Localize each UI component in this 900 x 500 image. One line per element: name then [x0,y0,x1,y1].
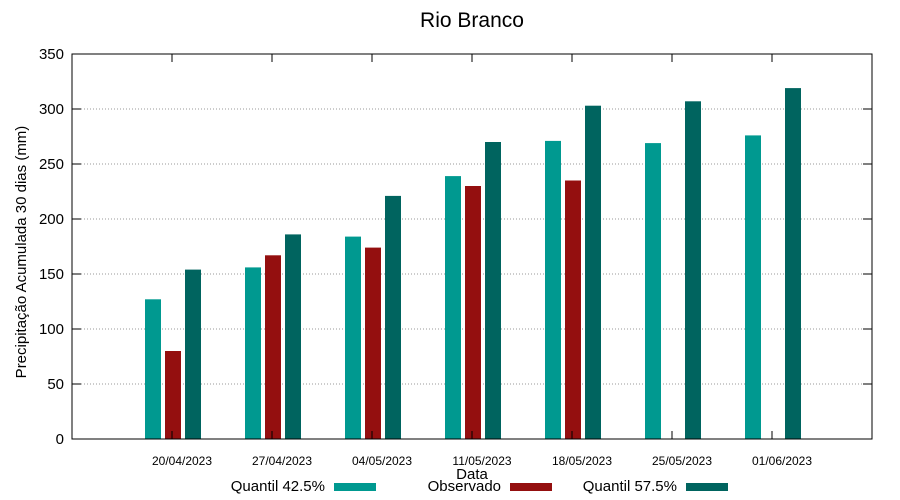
bar-quantil-57-5 [585,105,601,439]
x-tick-label: 18/05/2023 [552,454,612,468]
y-tick-label: 50 [47,376,64,393]
bar-quantil-42-5 [345,236,361,439]
ticks-layer: 0 50 100 150 200 250 300 350 20/04/2023 27/04/202… [39,46,872,468]
x-tick-label: 25/05/2023 [652,454,712,468]
legend-label: Quantil 57.5% [583,478,677,495]
x-axis-label: Data [456,466,488,483]
bar-quantil-42-5 [745,135,761,439]
bars-layer [145,88,801,440]
y-tick-label: 0 [56,431,64,448]
bar-observado [465,186,481,439]
bar-quantil-57-5 [685,101,701,440]
y-tick-label: 250 [39,156,64,173]
legend-swatch [686,483,728,491]
bar-quantil-57-5 [785,88,801,439]
chart-title: Rio Branco [420,9,524,32]
y-tick-label: 100 [39,321,64,338]
legend: Quantil 42.5% Observado Quantil 57.5% [231,478,728,495]
x-tick-label: 11/05/2023 [452,454,511,468]
y-tick-label: 300 [39,101,64,118]
x-tick-label: 20/04/2023 [152,454,212,468]
bar-quantil-42-5 [245,267,261,439]
bar-observado [165,351,181,439]
bar-observado [565,180,581,439]
x-tick-label: 27/04/2023 [252,454,312,468]
y-tick-label: 350 [39,46,64,63]
bar-observado [265,255,281,439]
legend-swatch [334,483,376,491]
legend-swatch [510,483,552,491]
bar-quantil-57-5 [185,269,201,439]
bar-quantil-57-5 [385,195,401,439]
y-tick-label: 200 [39,211,64,228]
y-axis-label: Precipitação Acumulada 30 dias (mm) [13,126,30,379]
bar-quantil-57-5 [285,234,301,439]
legend-label: Observado [428,478,501,495]
bar-quantil-42-5 [645,143,661,439]
bar-quantil-57-5 [485,142,501,439]
bar-observado [365,247,381,439]
bar-quantil-42-5 [445,176,461,439]
y-tick-label: 150 [39,266,64,283]
x-tick-label: 04/05/2023 [352,454,412,468]
bar-quantil-42-5 [145,299,161,439]
x-tick-label: 01/06/2023 [752,454,812,468]
bar-quantil-42-5 [545,140,561,439]
legend-label: Quantil 42.5% [231,478,325,495]
